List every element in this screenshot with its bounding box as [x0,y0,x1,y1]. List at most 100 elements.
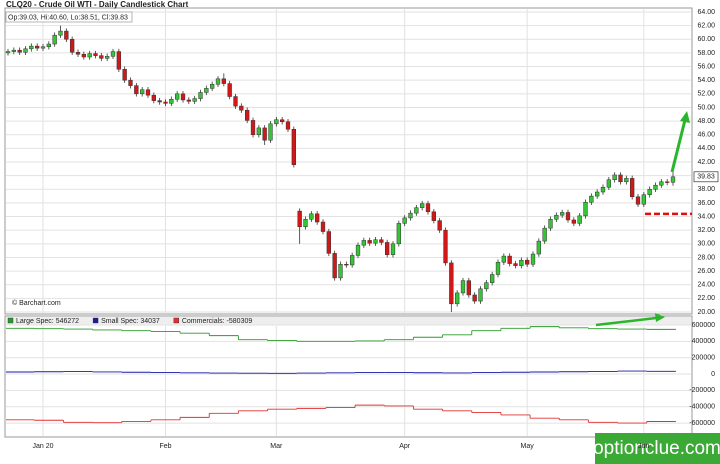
y-tick-label: 34.00 [697,213,715,220]
candle-body [210,84,215,89]
candle-body [571,219,576,224]
candle-body [501,255,506,263]
candle-body [128,79,133,86]
candle-body [332,253,337,279]
candle-body [665,181,670,183]
candle-body [560,212,565,216]
candle-body [58,30,63,36]
candle-body [525,259,530,265]
candle-body [513,263,518,266]
candle-body [297,210,302,228]
candle-body [40,46,46,49]
candle-body [151,94,156,101]
y-tick-label: 52.00 [697,91,715,98]
candle-body [163,101,168,104]
y-tick-label: 600000 [692,322,715,329]
candle-body [186,99,191,102]
candle-body [280,119,285,123]
candle-body [245,109,250,121]
y-tick-label: 60.00 [697,36,715,43]
candle-body [624,178,629,183]
candle-body [70,39,75,53]
candle-body [536,240,541,255]
candle-body [110,51,116,57]
candle-body [344,264,349,266]
y-tick-label: -200000 [689,387,715,394]
ohlc-box [5,11,133,23]
candle-body [484,282,489,290]
candle-body [274,119,279,125]
candle-body [443,229,448,264]
x-tick-label: May [521,443,535,450]
candle-body [81,54,86,58]
y-tick-label: 32.00 [697,227,715,234]
candle-body [285,121,291,130]
y-tick-label: 42.00 [697,159,715,166]
y-tick-label: 26.00 [697,268,715,275]
candle-body [554,214,559,220]
candle-body [233,96,238,107]
y-tick-label: 38.00 [697,186,715,193]
candle-body [204,88,209,93]
candle-body [320,221,326,232]
marks [5,25,676,424]
y-tick-label: 36.00 [697,200,715,207]
x-tick-label: Apr [399,443,411,450]
y-tick-label: 400000 [692,338,715,345]
candle-body [338,264,343,279]
candle-body [449,262,454,305]
legend-swatch [92,317,99,324]
y-tick-label: 64.00 [697,9,715,16]
x-tick-label: Jan 20 [32,443,53,450]
candle-body [373,239,378,244]
candle-body [250,120,256,135]
candle-body [291,129,296,165]
candle-body [46,43,51,48]
candle-body [93,53,98,56]
candle-body [367,240,372,244]
candle-body [670,176,676,183]
candle-body [309,213,314,220]
candle-body [565,212,571,221]
candle-body [385,242,390,255]
arrow-shaft [595,316,657,327]
candle-body [5,51,11,54]
last-price-box [693,171,719,183]
y-tick-label: 44.00 [697,145,715,152]
candle-body [64,30,69,40]
y-tick-label: 22.00 [697,295,715,302]
candle-body [315,213,320,223]
candle-body [198,92,203,99]
last-price-label: 39.83 [697,174,715,181]
watermark-box [595,433,720,464]
candle-body [641,194,646,205]
arrow-head [680,111,690,123]
candle-body [460,280,466,294]
source: © Barchart.com [12,299,61,307]
candle-body [355,244,361,256]
candle-body [425,203,431,213]
candle-body [583,201,588,217]
candle-body [29,45,34,50]
y-tick-label: 48.00 [697,118,715,125]
y-tick-label: 28.00 [697,254,715,261]
candle-body [455,292,460,305]
legend-label: Commercials: -580309 [182,318,253,325]
legend-band [6,317,691,325]
watermark: optionclue.com [593,438,720,459]
ohlc-label: Op:39.03, Hi:40.60, Lo:38.51, Cl:39.83 [8,14,128,21]
candle-body [11,49,16,52]
cot-arrow [595,313,665,327]
candle-body [647,189,652,195]
candle-body [396,223,401,245]
candle-body [659,181,664,186]
candle-body [87,53,92,58]
candle-body [52,34,57,45]
candle-body [122,69,127,81]
candle-body [23,48,28,53]
legend-swatch [173,317,180,324]
x-tick-label: Jun [638,443,649,450]
grid [6,9,691,436]
candle-body [262,127,267,141]
